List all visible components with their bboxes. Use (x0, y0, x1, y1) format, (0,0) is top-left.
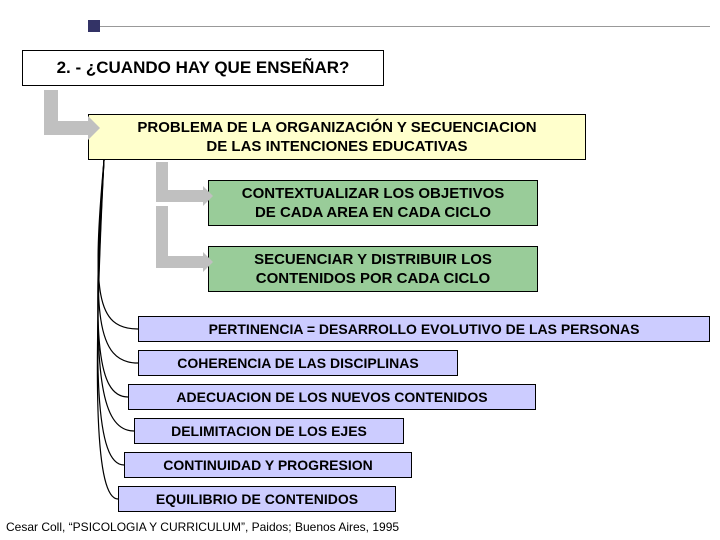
b4-text: DELIMITACION DE LOS EJES (145, 422, 393, 440)
decor-line (100, 26, 710, 27)
b2-text: COHERENCIA DE LAS DISCIPLINAS (149, 354, 447, 372)
subtitle-line1: PROBLEMA DE LA ORGANIZACIÓN Y SECUENCIAC… (99, 118, 575, 138)
lilac-box-2: COHERENCIA DE LAS DISCIPLINAS (138, 350, 458, 376)
citation-text: Cesar Coll, “PSICOLOGIA Y CURRICULUM”, P… (6, 520, 399, 534)
decor-square (88, 20, 100, 32)
green1-line1: CONTEXTUALIZAR LOS OBJETIVOS (219, 184, 527, 204)
green-box-2: SECUENCIAR Y DISTRIBUIR LOS CONTENIDOS P… (208, 246, 538, 292)
green2-line2: CONTENIDOS POR CADA CICLO (219, 269, 527, 289)
subtitle-box: PROBLEMA DE LA ORGANIZACIÓN Y SECUENCIAC… (88, 114, 586, 160)
b6-text: EQUILIBRIO DE CONTENIDOS (129, 490, 385, 508)
lilac-box-6: EQUILIBRIO DE CONTENIDOS (118, 486, 396, 512)
b1-text: PERTINENCIA = DESARROLLO EVOLUTIVO DE LA… (149, 320, 699, 338)
lilac-box-1: PERTINENCIA = DESARROLLO EVOLUTIVO DE LA… (138, 316, 710, 342)
b5-text: CONTINUIDAD Y PROGRESION (135, 456, 401, 474)
green1-line2: DE CADA AREA EN CADA CICLO (219, 203, 527, 223)
green-box-1: CONTEXTUALIZAR LOS OBJETIVOS DE CADA ARE… (208, 180, 538, 226)
title-text: 2. - ¿CUANDO HAY QUE ENSEÑAR? (33, 57, 373, 79)
lilac-box-3: ADECUACION DE LOS NUEVOS CONTENIDOS (128, 384, 536, 410)
subtitle-line2: DE LAS INTENCIONES EDUCATIVAS (99, 137, 575, 157)
green2-line1: SECUENCIAR Y DISTRIBUIR LOS (219, 250, 527, 270)
title-box: 2. - ¿CUANDO HAY QUE ENSEÑAR? (22, 50, 384, 86)
b3-text: ADECUACION DE LOS NUEVOS CONTENIDOS (139, 388, 525, 406)
lilac-box-4: DELIMITACION DE LOS EJES (134, 418, 404, 444)
lilac-box-5: CONTINUIDAD Y PROGRESION (124, 452, 412, 478)
